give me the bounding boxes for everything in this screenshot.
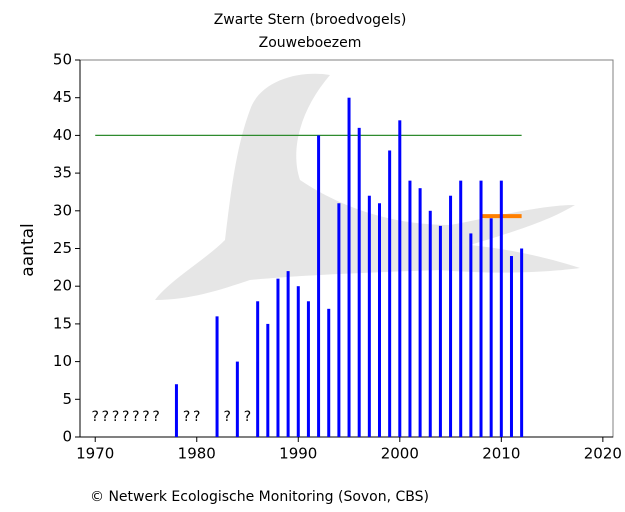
bar (307, 301, 310, 437)
bar (520, 249, 523, 438)
unknown-marker: ? (152, 409, 159, 425)
bar (236, 362, 239, 437)
bar (317, 135, 320, 437)
x-tick-label: 2010 (482, 445, 520, 463)
x-tick-label: 1970 (76, 445, 114, 463)
bar (378, 203, 381, 437)
x-tick-label: 1980 (178, 445, 216, 463)
y-tick-label: 5 (62, 390, 72, 408)
unknown-marker: ? (223, 409, 230, 425)
bar (439, 226, 442, 437)
y-tick-label: 50 (53, 51, 72, 69)
bar (276, 279, 279, 437)
y-tick-label: 10 (53, 352, 72, 370)
unknown-marker: ? (183, 409, 190, 425)
unknown-marker: ? (132, 409, 139, 425)
y-tick-label: 15 (53, 314, 72, 332)
bar (429, 211, 432, 437)
unknown-marker: ? (193, 409, 200, 425)
bar (216, 316, 219, 437)
bar (490, 218, 493, 437)
chart-subtitle: Zouweboezem (259, 35, 362, 51)
footer: © Netwerk Ecologische Monitoring (Sovon,… (90, 489, 429, 505)
y-tick-label: 35 (53, 164, 72, 182)
bar (175, 384, 178, 437)
bar (469, 233, 472, 437)
bar (368, 196, 371, 437)
x-tick-label: 2000 (381, 445, 419, 463)
unknown-marker: ? (142, 409, 149, 425)
bar (419, 188, 422, 437)
x-tick-label: 1990 (279, 445, 317, 463)
bar (388, 150, 391, 437)
chart-title: Zwarte Stern (broedvogels) (214, 12, 407, 28)
y-tick-label: 30 (53, 201, 72, 219)
y-tick-label: 0 (62, 428, 72, 446)
unknown-marker: ? (112, 409, 119, 425)
bar (327, 309, 330, 437)
y-axis-label: aantal (18, 223, 38, 276)
x-tick-label: 2020 (584, 445, 622, 463)
bar (266, 324, 269, 437)
bar (398, 120, 401, 437)
y-tick-label: 20 (53, 277, 72, 295)
bar (459, 181, 462, 437)
unknown-marker: ? (244, 409, 251, 425)
unknown-marker: ? (122, 409, 129, 425)
chart: Zwarte Stern (broedvogels) Zouweboezem a… (0, 0, 625, 512)
bar (337, 203, 340, 437)
bar (358, 128, 361, 437)
unknown-marker: ? (102, 409, 109, 425)
bar (480, 181, 483, 437)
bar (287, 271, 290, 437)
y-tick-label: 45 (53, 88, 72, 106)
bar (408, 181, 411, 437)
bar (510, 256, 513, 437)
y-tick-label: 25 (53, 239, 72, 257)
bar (449, 196, 452, 437)
y-tick-label: 40 (53, 126, 72, 144)
unknown-marker: ? (92, 409, 99, 425)
bar (297, 286, 300, 437)
bar (348, 98, 351, 437)
bar (256, 301, 259, 437)
bar (500, 181, 503, 437)
